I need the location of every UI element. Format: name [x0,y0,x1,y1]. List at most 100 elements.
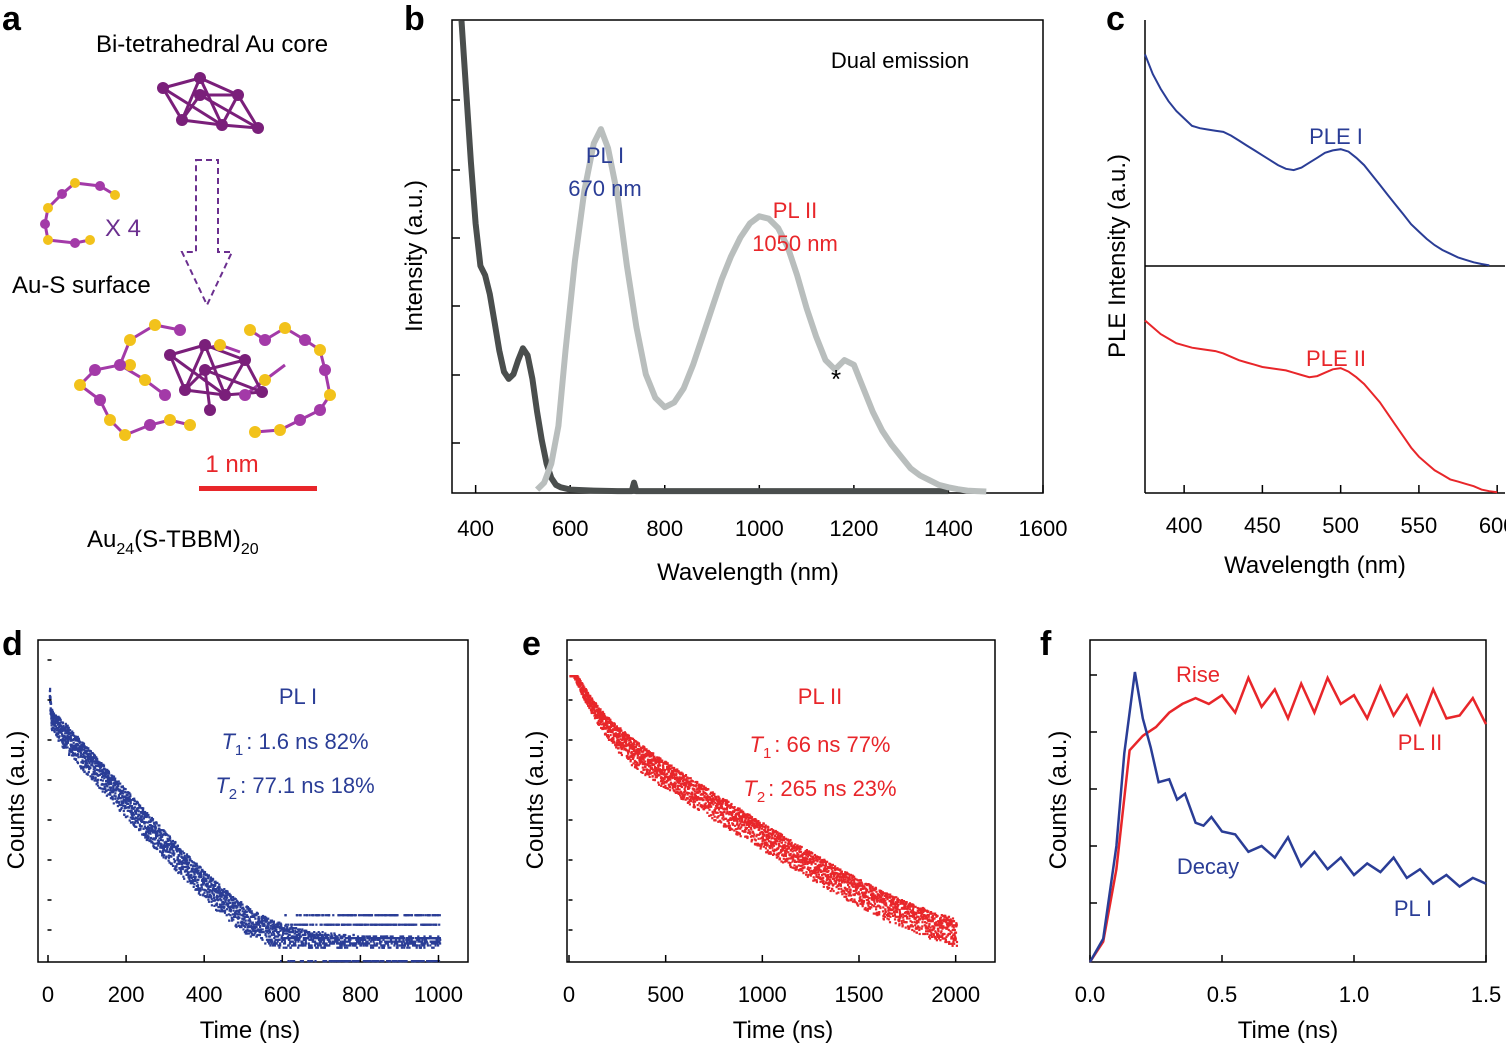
data-point [310,935,313,938]
data-point [157,840,161,843]
data-point [258,918,261,921]
data-point [223,902,226,905]
data-point [303,914,306,917]
data-point [606,720,609,723]
data-point [140,811,143,814]
data-point [298,928,302,931]
data-point [680,797,683,800]
data-point [155,846,158,849]
data-point [90,776,93,779]
data-point [273,944,277,947]
data-point [722,815,725,818]
data-point [343,923,346,926]
data-point [338,933,341,937]
data-point [217,909,221,912]
data-point [387,944,390,947]
data-point [648,775,651,778]
data-point [642,758,645,761]
data-point [101,782,104,786]
data-point [147,832,151,835]
data-point [343,914,346,917]
data-point [270,942,273,945]
data-point [162,846,165,849]
data-point [740,826,743,829]
data-point [294,942,297,945]
data-point [614,728,617,731]
data-point [674,782,677,785]
data-point [277,935,280,938]
data-point [365,923,368,926]
data-point [734,815,738,818]
data-point [104,791,107,794]
data-point [399,935,402,938]
data-point [701,797,704,800]
data-point [137,815,140,818]
data-point [599,714,602,717]
data-point [639,762,642,765]
data-point [186,856,189,859]
data-point [134,803,137,806]
pl1-peak-label: 670 nm [568,176,641,201]
data-point [650,758,653,761]
data-point [375,935,378,938]
data-point [609,719,612,722]
data-point [646,751,649,754]
data-point [154,824,157,827]
data-point [648,753,651,756]
data-point [613,723,616,726]
data-point [700,804,704,807]
data-point [136,809,139,812]
data-point [262,914,265,918]
data-point [61,728,64,731]
data-point [354,944,357,947]
data-point [632,762,635,765]
data-point [726,812,729,815]
data-point [300,944,303,947]
data-point [163,849,166,852]
data-point [211,889,214,892]
data-point [586,695,589,699]
data-point [652,778,655,781]
data-point [149,818,152,821]
data-point [292,931,295,934]
data-point [686,785,690,788]
data-point [93,770,96,773]
data-point [727,800,730,803]
data-point [129,816,132,819]
data-point [360,942,363,945]
data-point [316,946,319,949]
data-point [728,828,731,831]
data-point [73,757,76,760]
data-point [79,745,82,749]
data-point [363,935,366,938]
data-point [81,748,84,751]
data-point [314,960,317,963]
data-point [221,892,224,895]
data-point [723,810,726,813]
assembly-arrow-icon [180,159,234,308]
data-point [85,752,88,755]
data-point [754,839,757,842]
data-point [372,946,375,949]
data-point [619,738,622,741]
data-point [307,933,310,937]
data-point [280,927,283,930]
data-point [323,923,326,926]
data-point [674,770,677,773]
data-point [683,791,686,794]
data-point [752,824,756,827]
data-point [693,797,696,800]
data-point [135,825,138,828]
data-point [54,718,57,721]
data-point [663,770,666,773]
data-point [112,791,115,794]
data-point [238,924,241,927]
data-point [750,817,753,820]
data-point [107,788,110,791]
data-point [246,932,249,935]
data-point [729,818,732,821]
data-point [207,900,211,903]
data-point [248,917,251,920]
data-point [335,960,338,963]
data-point [274,923,278,926]
